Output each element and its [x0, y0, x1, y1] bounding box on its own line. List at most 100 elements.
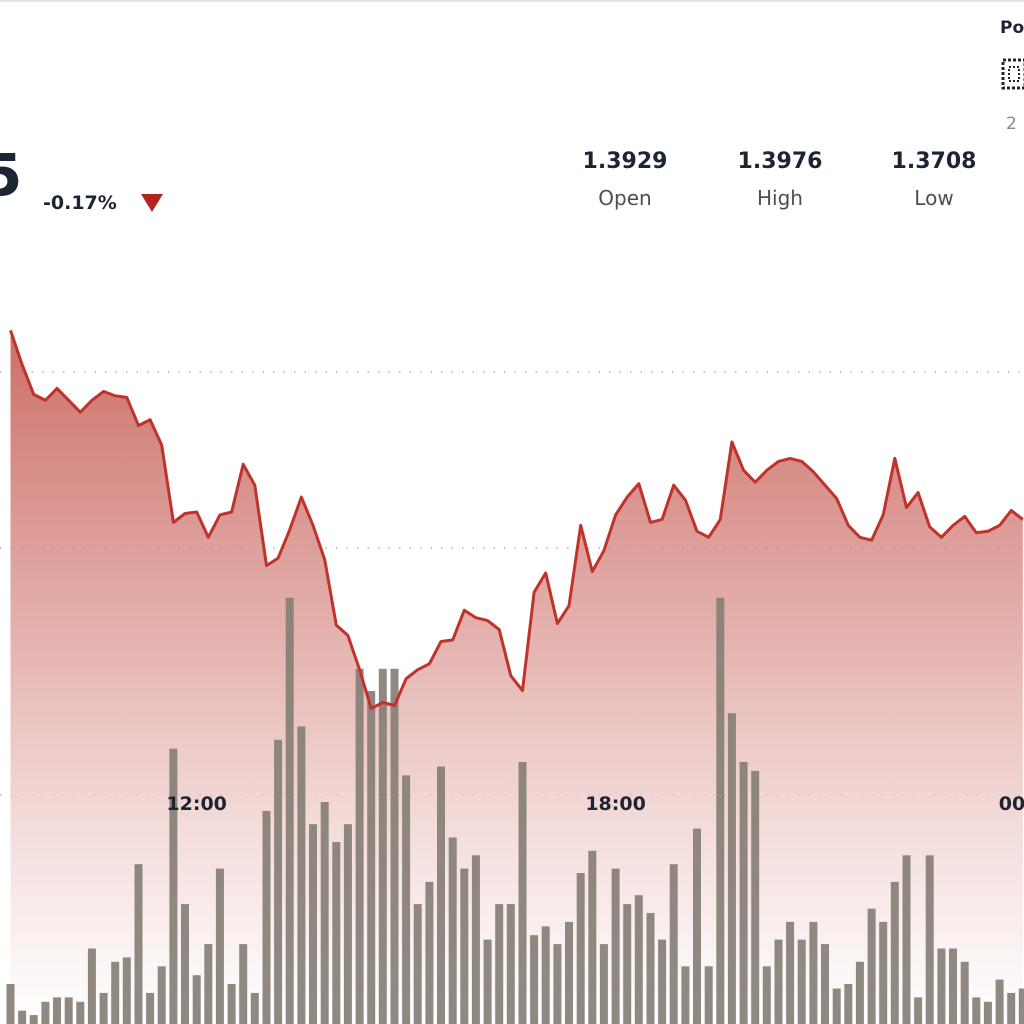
volume-bar [6, 984, 15, 1024]
volume-bar [879, 921, 888, 1024]
volume-bar [29, 1015, 38, 1024]
volume-bar [378, 668, 387, 1024]
volume-bar [367, 691, 376, 1024]
volume-bar [274, 739, 283, 1024]
side-title: Po [1000, 18, 1024, 38]
volume-bar [262, 810, 271, 1024]
volume-bar [320, 802, 329, 1024]
volume-bar [413, 904, 422, 1024]
volume-bar [983, 1001, 992, 1024]
volume-bar [751, 770, 760, 1024]
volume-bar [285, 597, 294, 1024]
volume-bar [146, 992, 155, 1024]
volume-bar [658, 939, 667, 1024]
volume-bar [890, 881, 899, 1024]
stat-value: 1.3708 [892, 149, 977, 174]
volume-bar [215, 868, 224, 1024]
volume-bar [134, 864, 143, 1024]
volume-bar [250, 992, 259, 1024]
stats: 1.3929 Open 1.3976 High 1.3708 Low [583, 149, 977, 210]
volume-bar [832, 988, 841, 1024]
volume-bar [646, 913, 655, 1024]
volume-bar [41, 1001, 50, 1024]
volume-bar [623, 904, 632, 1024]
side-note: 2 [1006, 114, 1017, 134]
stat-label: High [757, 186, 803, 210]
volume-bar [960, 961, 969, 1024]
stat-value: 1.3976 [738, 149, 823, 174]
volume-bar [553, 944, 562, 1024]
down-arrow [141, 194, 163, 212]
volume-bar [669, 864, 678, 1024]
volume-bar [99, 992, 108, 1024]
volume-bar [64, 997, 73, 1024]
volume-bar [402, 775, 411, 1024]
volume-bar [390, 668, 399, 1024]
volume-bar [192, 975, 201, 1024]
volume-bar [309, 824, 317, 1024]
volume-bar [169, 748, 178, 1024]
volume-bar [565, 921, 573, 1024]
volume-bar [995, 979, 1004, 1024]
volume-bar [693, 828, 701, 1024]
volume-bar [925, 855, 934, 1024]
volume-bar [681, 966, 690, 1024]
x-tick-label: 18:00 [585, 793, 645, 815]
side-icon [1001, 58, 1024, 90]
volume-bar [844, 984, 853, 1024]
volume-bar [343, 824, 352, 1024]
volume-bar [18, 1010, 27, 1024]
side-icon-inner [1008, 66, 1020, 82]
x-tick-label: 00 [999, 793, 1024, 815]
volume-bar [518, 762, 527, 1024]
volume-bar [425, 881, 434, 1024]
volume-bar [762, 966, 771, 1024]
volume-bar [239, 944, 248, 1024]
volume-bar [157, 966, 166, 1024]
volume-bar [471, 855, 480, 1024]
volume-bar [774, 939, 783, 1024]
volume-bar [530, 935, 539, 1024]
volume-bar [227, 984, 236, 1024]
price-line [9, 329, 1024, 710]
volume-bar [204, 944, 213, 1024]
volume-bar [855, 961, 864, 1024]
stat-label: Open [598, 186, 651, 210]
change: -0.17% [43, 192, 117, 214]
volume-bar [727, 713, 736, 1024]
volume-bar [483, 939, 492, 1024]
volume-bar [797, 939, 806, 1024]
volume-bar [634, 895, 643, 1024]
volume-bar [437, 766, 445, 1024]
volume-bar [332, 842, 341, 1024]
volume-bar [460, 868, 469, 1024]
volume-bar [355, 668, 364, 1024]
volume-bar [541, 926, 550, 1024]
volume-bar [87, 948, 96, 1024]
volume-bar [495, 904, 504, 1024]
stat-value: 1.3929 [583, 149, 668, 174]
bar-layer [6, 597, 1024, 1024]
volume-bar [1018, 988, 1024, 1024]
volume-bar [1007, 992, 1016, 1024]
volume-bar [902, 855, 911, 1024]
volume-bar [599, 944, 608, 1024]
volume-bar [914, 997, 923, 1024]
volume-bar [576, 873, 585, 1024]
price: 5 [0, 141, 22, 209]
volume-bar [867, 908, 876, 1024]
volume-bar [122, 957, 131, 1024]
volume-bar [181, 904, 189, 1024]
volume-bar [809, 921, 818, 1024]
volume-bar [972, 997, 981, 1024]
volume-bar [53, 997, 61, 1024]
volume-bar [949, 948, 957, 1024]
volume-bar [506, 904, 515, 1024]
volume-bar [821, 944, 829, 1024]
volume-bar [297, 726, 306, 1024]
x-tick-label: 12:00 [166, 793, 226, 815]
volume-bar [76, 1001, 85, 1024]
volume-bar [704, 966, 713, 1024]
